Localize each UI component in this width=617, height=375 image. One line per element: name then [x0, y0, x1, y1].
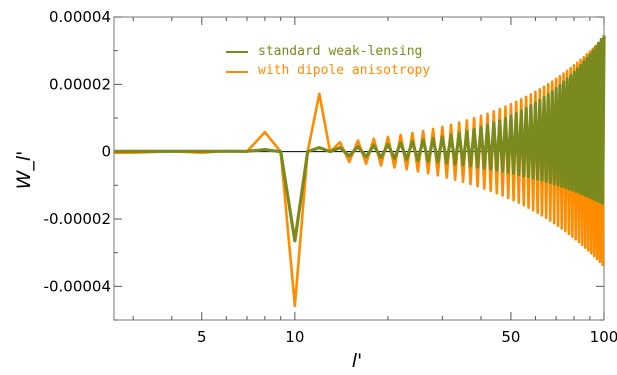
- x-tick-label: 100: [590, 328, 617, 346]
- y-tick-label: 0: [101, 143, 111, 161]
- series-line-standard: [114, 35, 606, 243]
- x-tick-label: 10: [285, 328, 304, 346]
- legend-label-standard: standard weak-lensing: [258, 44, 422, 59]
- x-tick-label: 5: [197, 328, 207, 346]
- y-tick-label: 0.00004: [49, 8, 111, 26]
- y-tick-label: 0.00002: [49, 75, 111, 93]
- y-tick-label: -0.00004: [44, 277, 111, 295]
- x-tick-label: 50: [501, 328, 520, 346]
- legend-label-dipole: with dipole anisotropy: [258, 63, 430, 78]
- x-axis-title: l': [352, 350, 363, 372]
- y-axis-title: W_l': [13, 151, 35, 190]
- legend: standard weak-lensing with dipole anisot…: [226, 44, 430, 78]
- series-layer: [114, 35, 606, 308]
- y-tick-label: -0.00002: [44, 210, 111, 228]
- tick-labels: 5 10 50 100 0.00004 0.00002 0 -0.00002 -0.00004: [44, 8, 617, 346]
